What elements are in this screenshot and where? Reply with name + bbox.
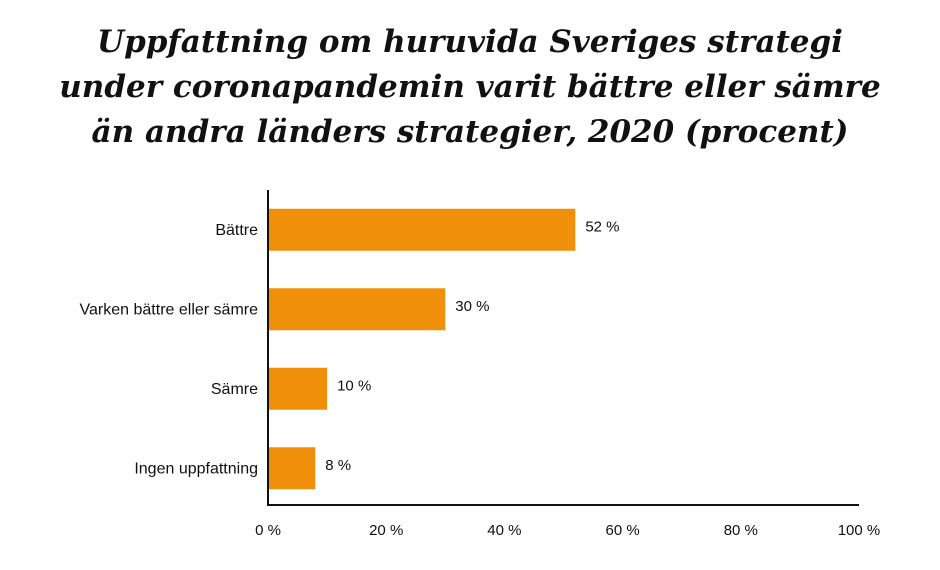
category-label-3: Ingen uppfattning [134,460,258,477]
value-label-2: 10 % [337,378,371,395]
chart-title: Uppfattning om huruvida Sveriges strateg… [0,20,940,155]
value-label-3: 8 % [325,457,351,474]
x-tick-label-1: 20 % [369,522,403,539]
x-tick-label-3: 60 % [605,522,639,539]
x-tick-label-4: 80 % [724,522,758,539]
bar-2 [268,367,328,410]
bar-0 [268,208,576,251]
chart-title-line-1: Uppfattning om huruvida Sveriges strateg… [97,24,843,60]
bar-3 [268,447,316,490]
value-label-1: 30 % [455,298,489,315]
x-tick-label-2: 40 % [487,522,521,539]
bar-1 [268,288,446,331]
category-label-1: Varken bättre eller sämre [80,301,259,318]
category-label-0: Bättre [215,222,258,239]
x-tick-label-5: 100 % [838,522,881,539]
category-label-2: Sämre [211,381,258,398]
x-tick-label-0: 0 % [255,522,281,539]
chart-title-line-2: under coronapandemin varit bättre eller … [59,69,881,105]
chart-title-line-3: än andra länders strategier, 2020 (proce… [91,114,849,150]
value-label-0: 52 % [585,219,619,236]
